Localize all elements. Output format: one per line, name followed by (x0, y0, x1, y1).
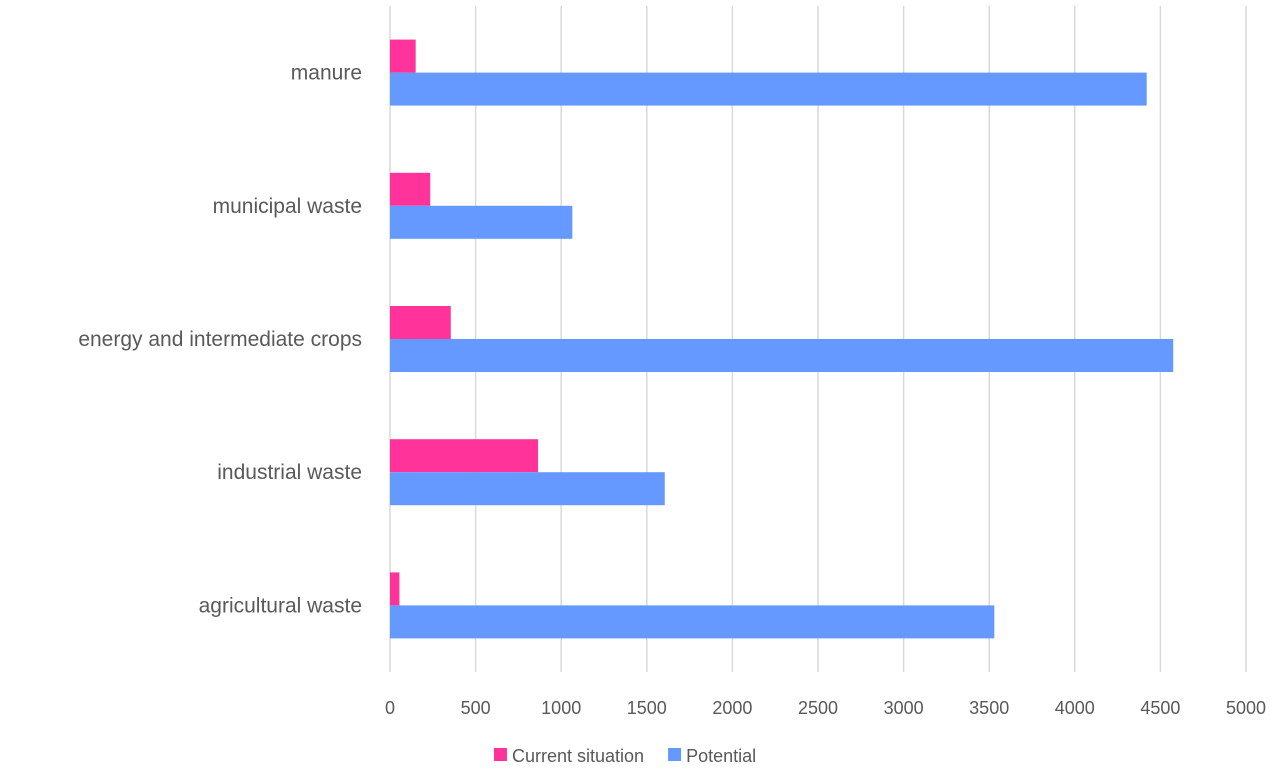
x-tick-label-3000: 3000 (884, 698, 924, 718)
bar-current-situation-agricultural-waste (390, 572, 400, 606)
bar-potential-energy-and-intermediate-crops (390, 339, 1174, 372)
bar-current-situation-energy-and-intermediate-crops (390, 306, 451, 339)
bar-potential-manure (390, 72, 1147, 106)
category-label-agricultural-waste: agricultural waste (199, 594, 362, 617)
bar-current-situation-manure (390, 39, 416, 73)
category-label-energy-and-intermediate-crops: energy and intermediate crops (78, 328, 362, 351)
x-tick-label-0: 0 (385, 698, 395, 718)
x-tick-label-4500: 4500 (1140, 698, 1180, 718)
legend-label-potential: Potential (686, 746, 756, 766)
bar-current-situation-industrial-waste (390, 439, 539, 473)
x-tick-label-3500: 3500 (969, 698, 1009, 718)
x-tick-label-1500: 1500 (627, 698, 667, 718)
category-label-municipal-waste: municipal waste (213, 195, 362, 218)
category-label-industrial-waste: industrial waste (217, 461, 362, 484)
bars (390, 39, 1174, 639)
x-tick-label-500: 500 (461, 698, 491, 718)
x-axis-tick-labels: 0 500 1000 1500 2000 2500 3000 3500 4000 4500 5000 (385, 698, 1266, 718)
x-tick-label-5000: 5000 (1226, 698, 1266, 718)
x-tick-label-2500: 2500 (798, 698, 838, 718)
bar-potential-agricultural-waste (390, 605, 995, 639)
legend-swatch-potential (668, 748, 682, 761)
legend-swatch-current-situation (494, 748, 507, 761)
bar-current-situation-municipal-waste (390, 172, 431, 206)
x-tick-label-2000: 2000 (712, 698, 752, 718)
x-tick-label-1000: 1000 (541, 698, 581, 718)
legend-label-current-situation: Current situation (512, 746, 644, 766)
bar-potential-industrial-waste (390, 472, 665, 506)
bar-potential-municipal-waste (390, 205, 573, 239)
legend: Current situation Potential (494, 746, 756, 766)
x-tick-label-4000: 4000 (1055, 698, 1095, 718)
category-labels: manure municipal waste energy and intermed… (78, 62, 362, 618)
category-label-manure: manure (291, 62, 362, 85)
